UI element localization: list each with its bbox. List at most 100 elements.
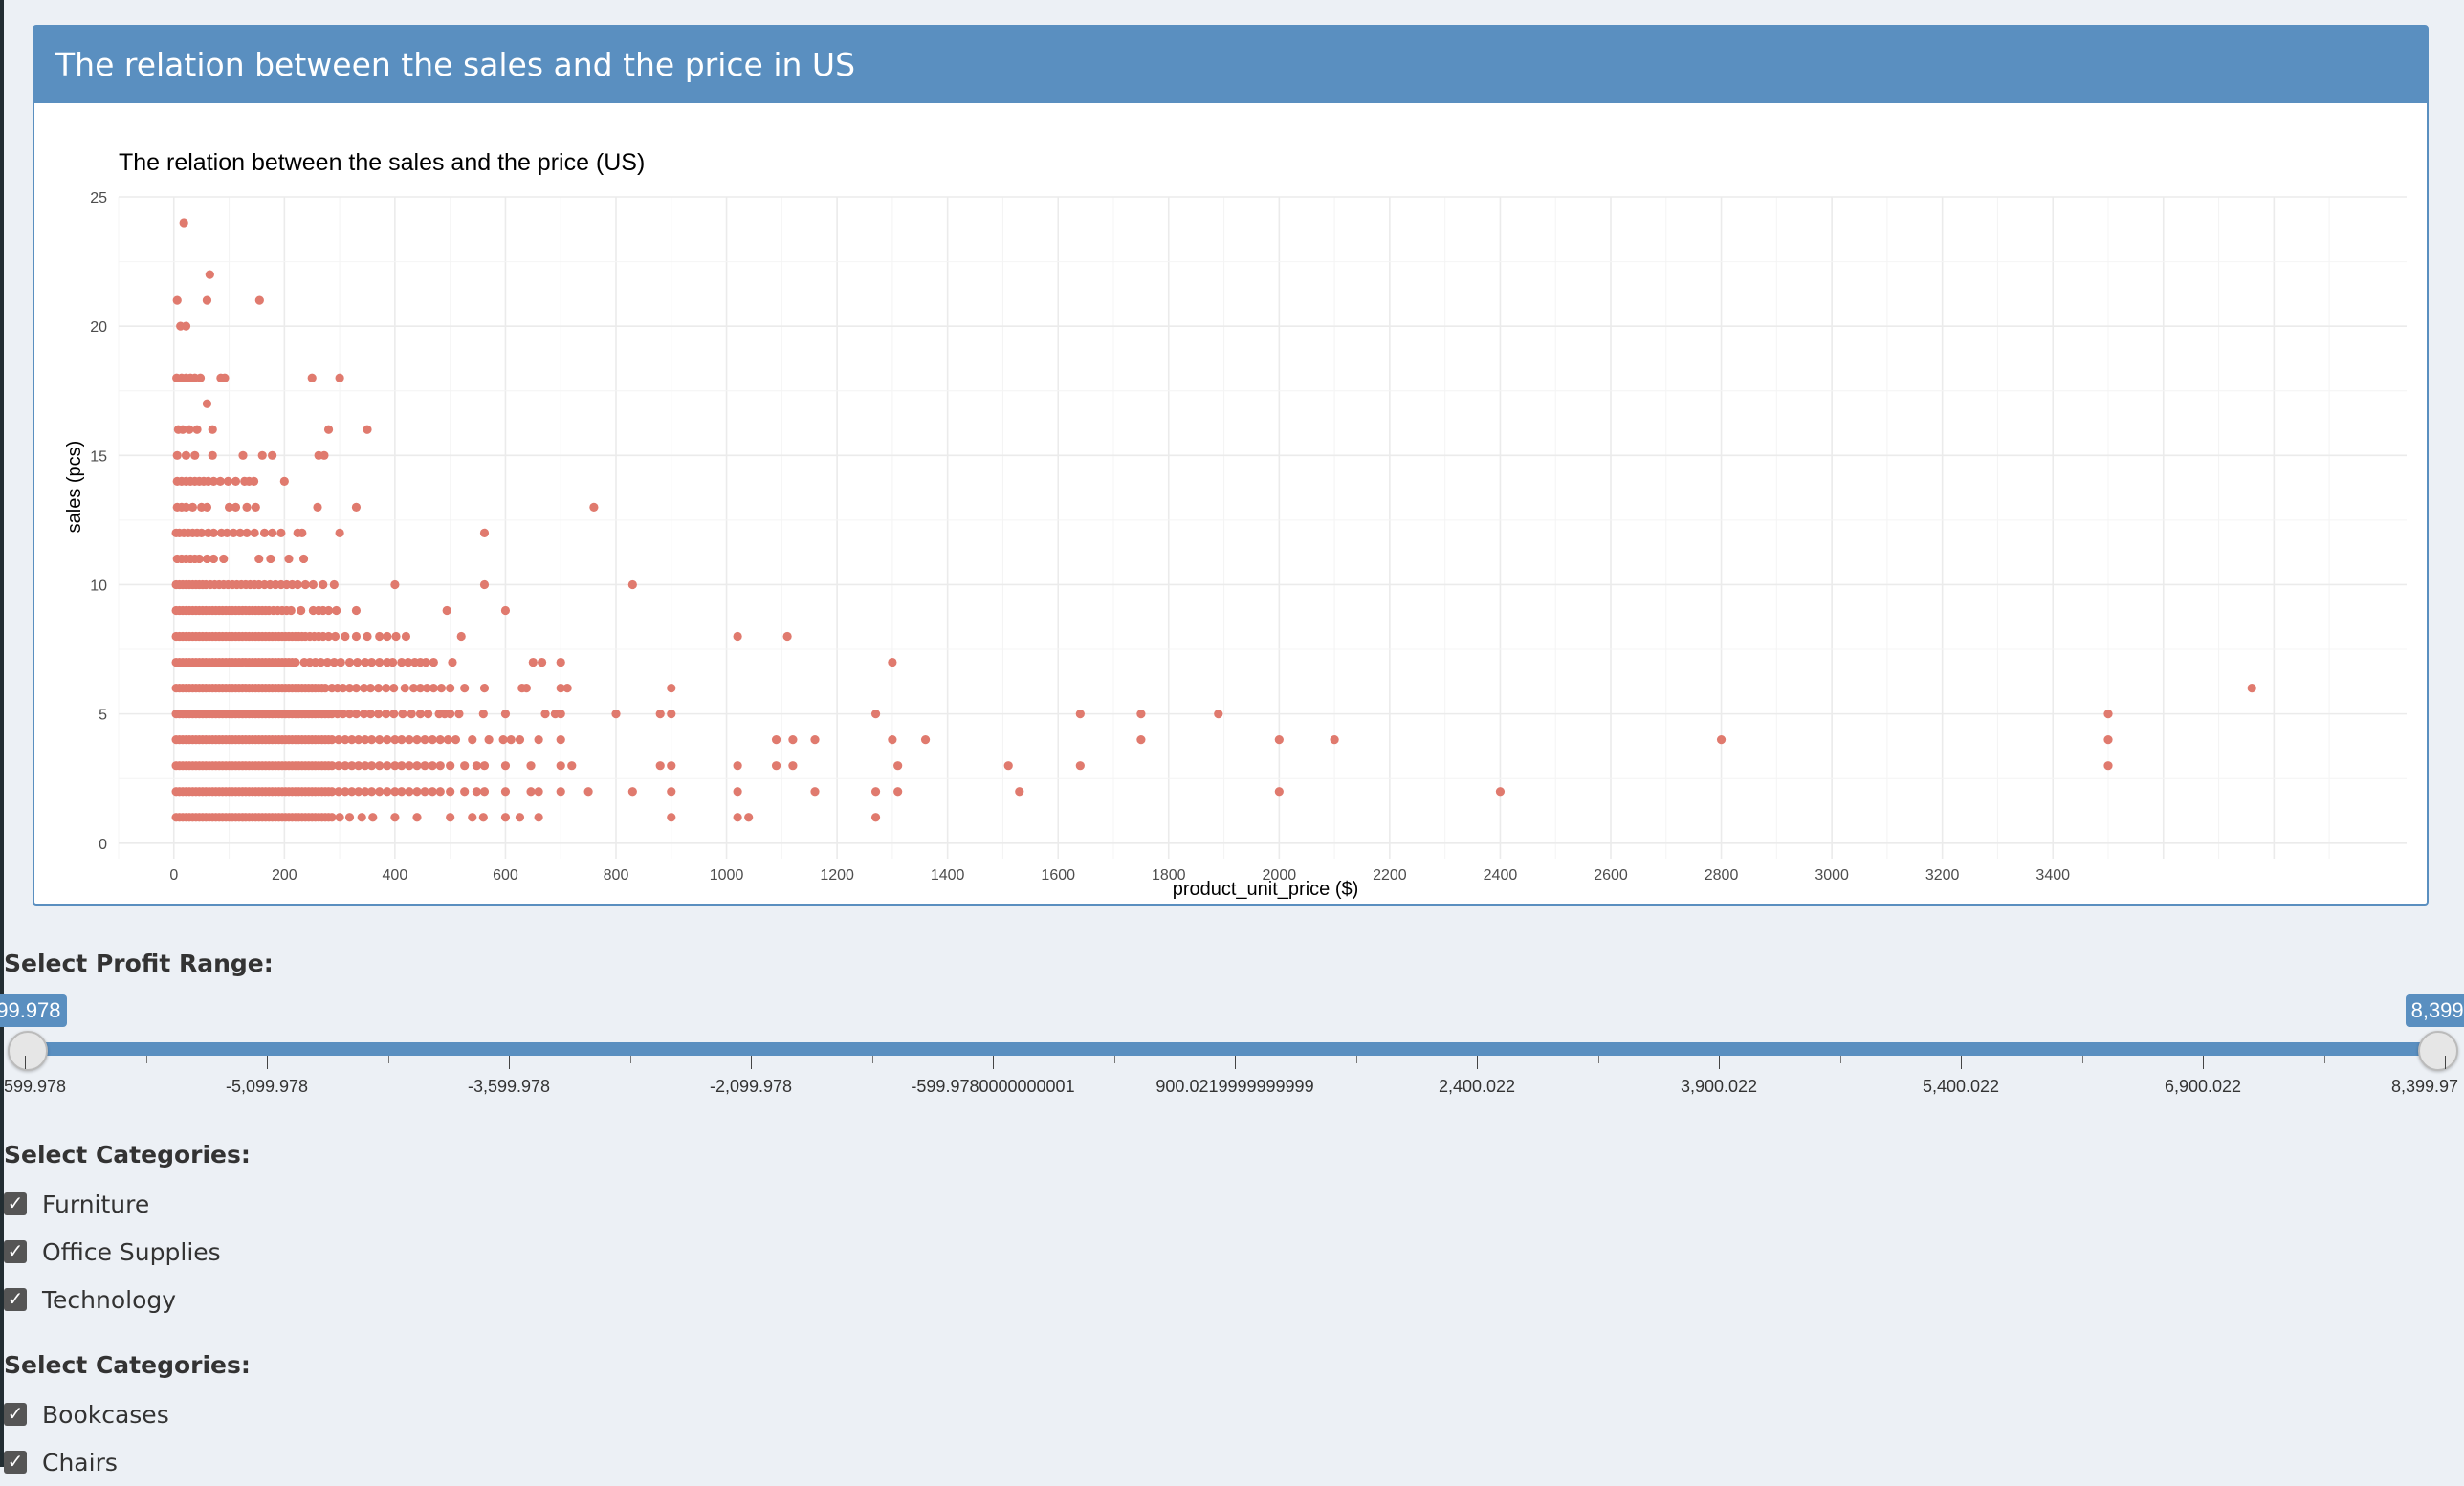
data-point bbox=[420, 787, 429, 797]
slider-minor-tick bbox=[2081, 1056, 2083, 1063]
data-point bbox=[341, 631, 350, 642]
checkbox-office-supplies[interactable]: ✓ Office Supplies bbox=[4, 1228, 251, 1276]
data-point bbox=[322, 657, 332, 667]
data-point bbox=[556, 657, 565, 667]
data-point bbox=[307, 373, 317, 382]
data-point bbox=[375, 657, 385, 667]
plot-area: The relation between the sales and the p… bbox=[34, 103, 2427, 907]
data-point bbox=[448, 657, 457, 667]
data-points bbox=[171, 218, 2256, 822]
x-tick-label: 3000 bbox=[1815, 867, 1849, 884]
data-point bbox=[351, 683, 362, 693]
data-point bbox=[382, 683, 391, 693]
data-point bbox=[893, 787, 903, 797]
data-point bbox=[344, 657, 355, 667]
data-point bbox=[446, 813, 455, 822]
checkbox-checked-icon[interactable]: ✓ bbox=[4, 1288, 27, 1311]
data-point bbox=[454, 710, 464, 719]
data-point bbox=[202, 399, 212, 408]
x-tick-label: 600 bbox=[493, 867, 518, 884]
slider-major-tick bbox=[1477, 1056, 1478, 1069]
data-point bbox=[1214, 710, 1223, 719]
data-point bbox=[2103, 761, 2113, 771]
data-point bbox=[300, 579, 310, 590]
data-point bbox=[390, 761, 400, 771]
data-point bbox=[179, 218, 188, 228]
slider-grid-label: -3,599.978 bbox=[467, 1077, 551, 1096]
slider-grid-label: 599.978 bbox=[4, 1077, 67, 1096]
checkbox-checked-icon[interactable]: ✓ bbox=[4, 1451, 27, 1474]
data-point bbox=[500, 787, 511, 797]
checkbox-furniture[interactable]: ✓ Furniture bbox=[4, 1180, 251, 1228]
slider-grid-label: 8,399.97 bbox=[2391, 1077, 2459, 1096]
checkbox-bookcases[interactable]: ✓ Bookcases bbox=[4, 1390, 251, 1438]
data-point bbox=[172, 295, 182, 305]
x-tick-label: 1200 bbox=[820, 867, 854, 884]
data-point bbox=[389, 710, 399, 719]
slider-grid: 599.978 -5,099.978 -3,599.978 -2,099.978 -59… bbox=[4, 1056, 2464, 1113]
data-point bbox=[209, 528, 218, 538]
data-point bbox=[235, 528, 245, 538]
data-point bbox=[297, 605, 306, 616]
data-point bbox=[220, 373, 230, 382]
data-point bbox=[733, 761, 742, 771]
data-point bbox=[405, 735, 414, 745]
checkbox-chairs[interactable]: ✓ Chairs bbox=[4, 1438, 251, 1486]
data-point bbox=[562, 683, 572, 693]
data-point bbox=[351, 605, 362, 616]
slider-grid-label: -599.9780000000001 bbox=[911, 1077, 1075, 1096]
checkbox-technology[interactable]: ✓ Technology bbox=[4, 1276, 251, 1323]
slider-major-tick bbox=[993, 1056, 994, 1069]
data-point bbox=[390, 787, 400, 797]
data-point bbox=[1495, 787, 1506, 797]
x-tick-label: 1000 bbox=[710, 867, 744, 884]
slider-from-value: 599.978 bbox=[0, 994, 67, 1027]
slider-minor-tick bbox=[387, 1056, 389, 1063]
slider-from-handle[interactable] bbox=[8, 1031, 48, 1071]
slider-to-handle[interactable] bbox=[2418, 1031, 2458, 1071]
data-point bbox=[223, 476, 232, 486]
data-point bbox=[172, 450, 182, 460]
data-point bbox=[334, 787, 343, 797]
data-point bbox=[733, 787, 742, 797]
data-point bbox=[771, 761, 781, 771]
data-point bbox=[202, 295, 212, 305]
checkbox-checked-icon[interactable]: ✓ bbox=[4, 1403, 27, 1426]
tick-labels: 0 200 400 600 800 1000 1200 1400 1600 1800 2000 220… bbox=[90, 190, 2070, 884]
data-point bbox=[667, 787, 676, 797]
data-point bbox=[354, 735, 363, 745]
data-point bbox=[421, 657, 430, 667]
data-point bbox=[478, 710, 488, 719]
chart-title: The relation between the sales and the p… bbox=[119, 149, 645, 176]
data-point bbox=[435, 761, 445, 771]
data-point bbox=[888, 735, 897, 745]
checkbox-checked-icon[interactable]: ✓ bbox=[4, 1192, 27, 1215]
data-point bbox=[375, 631, 385, 642]
x-tick-label: 0 bbox=[169, 867, 178, 884]
data-point bbox=[893, 761, 903, 771]
data-point bbox=[500, 605, 511, 616]
data-point bbox=[202, 502, 212, 512]
data-point bbox=[341, 761, 350, 771]
data-point bbox=[341, 787, 350, 797]
slider-major-tick bbox=[751, 1056, 752, 1069]
data-point bbox=[412, 735, 422, 745]
slider-minor-tick bbox=[1597, 1056, 1599, 1063]
checkbox-checked-icon[interactable]: ✓ bbox=[4, 1240, 27, 1263]
x-tick-label: 3200 bbox=[1925, 867, 1960, 884]
data-point bbox=[383, 761, 392, 771]
data-point bbox=[428, 761, 437, 771]
slider-track[interactable] bbox=[25, 1042, 2445, 1056]
data-point bbox=[327, 761, 337, 771]
data-point bbox=[810, 787, 820, 797]
slider-major-tick bbox=[2445, 1056, 2446, 1069]
slider-grid-label: 2,400.022 bbox=[1438, 1077, 1516, 1096]
profit-range-label: Select Profit Range: bbox=[4, 950, 274, 977]
data-point bbox=[460, 787, 470, 797]
data-point bbox=[363, 631, 372, 642]
data-point bbox=[920, 735, 931, 745]
data-point bbox=[367, 657, 377, 667]
data-point bbox=[1136, 735, 1146, 745]
data-point bbox=[397, 657, 407, 667]
profit-range-slider[interactable]: 599.978 8,399.9 599.978 -5,099.978 -3,599.… bbox=[0, 985, 2464, 1109]
